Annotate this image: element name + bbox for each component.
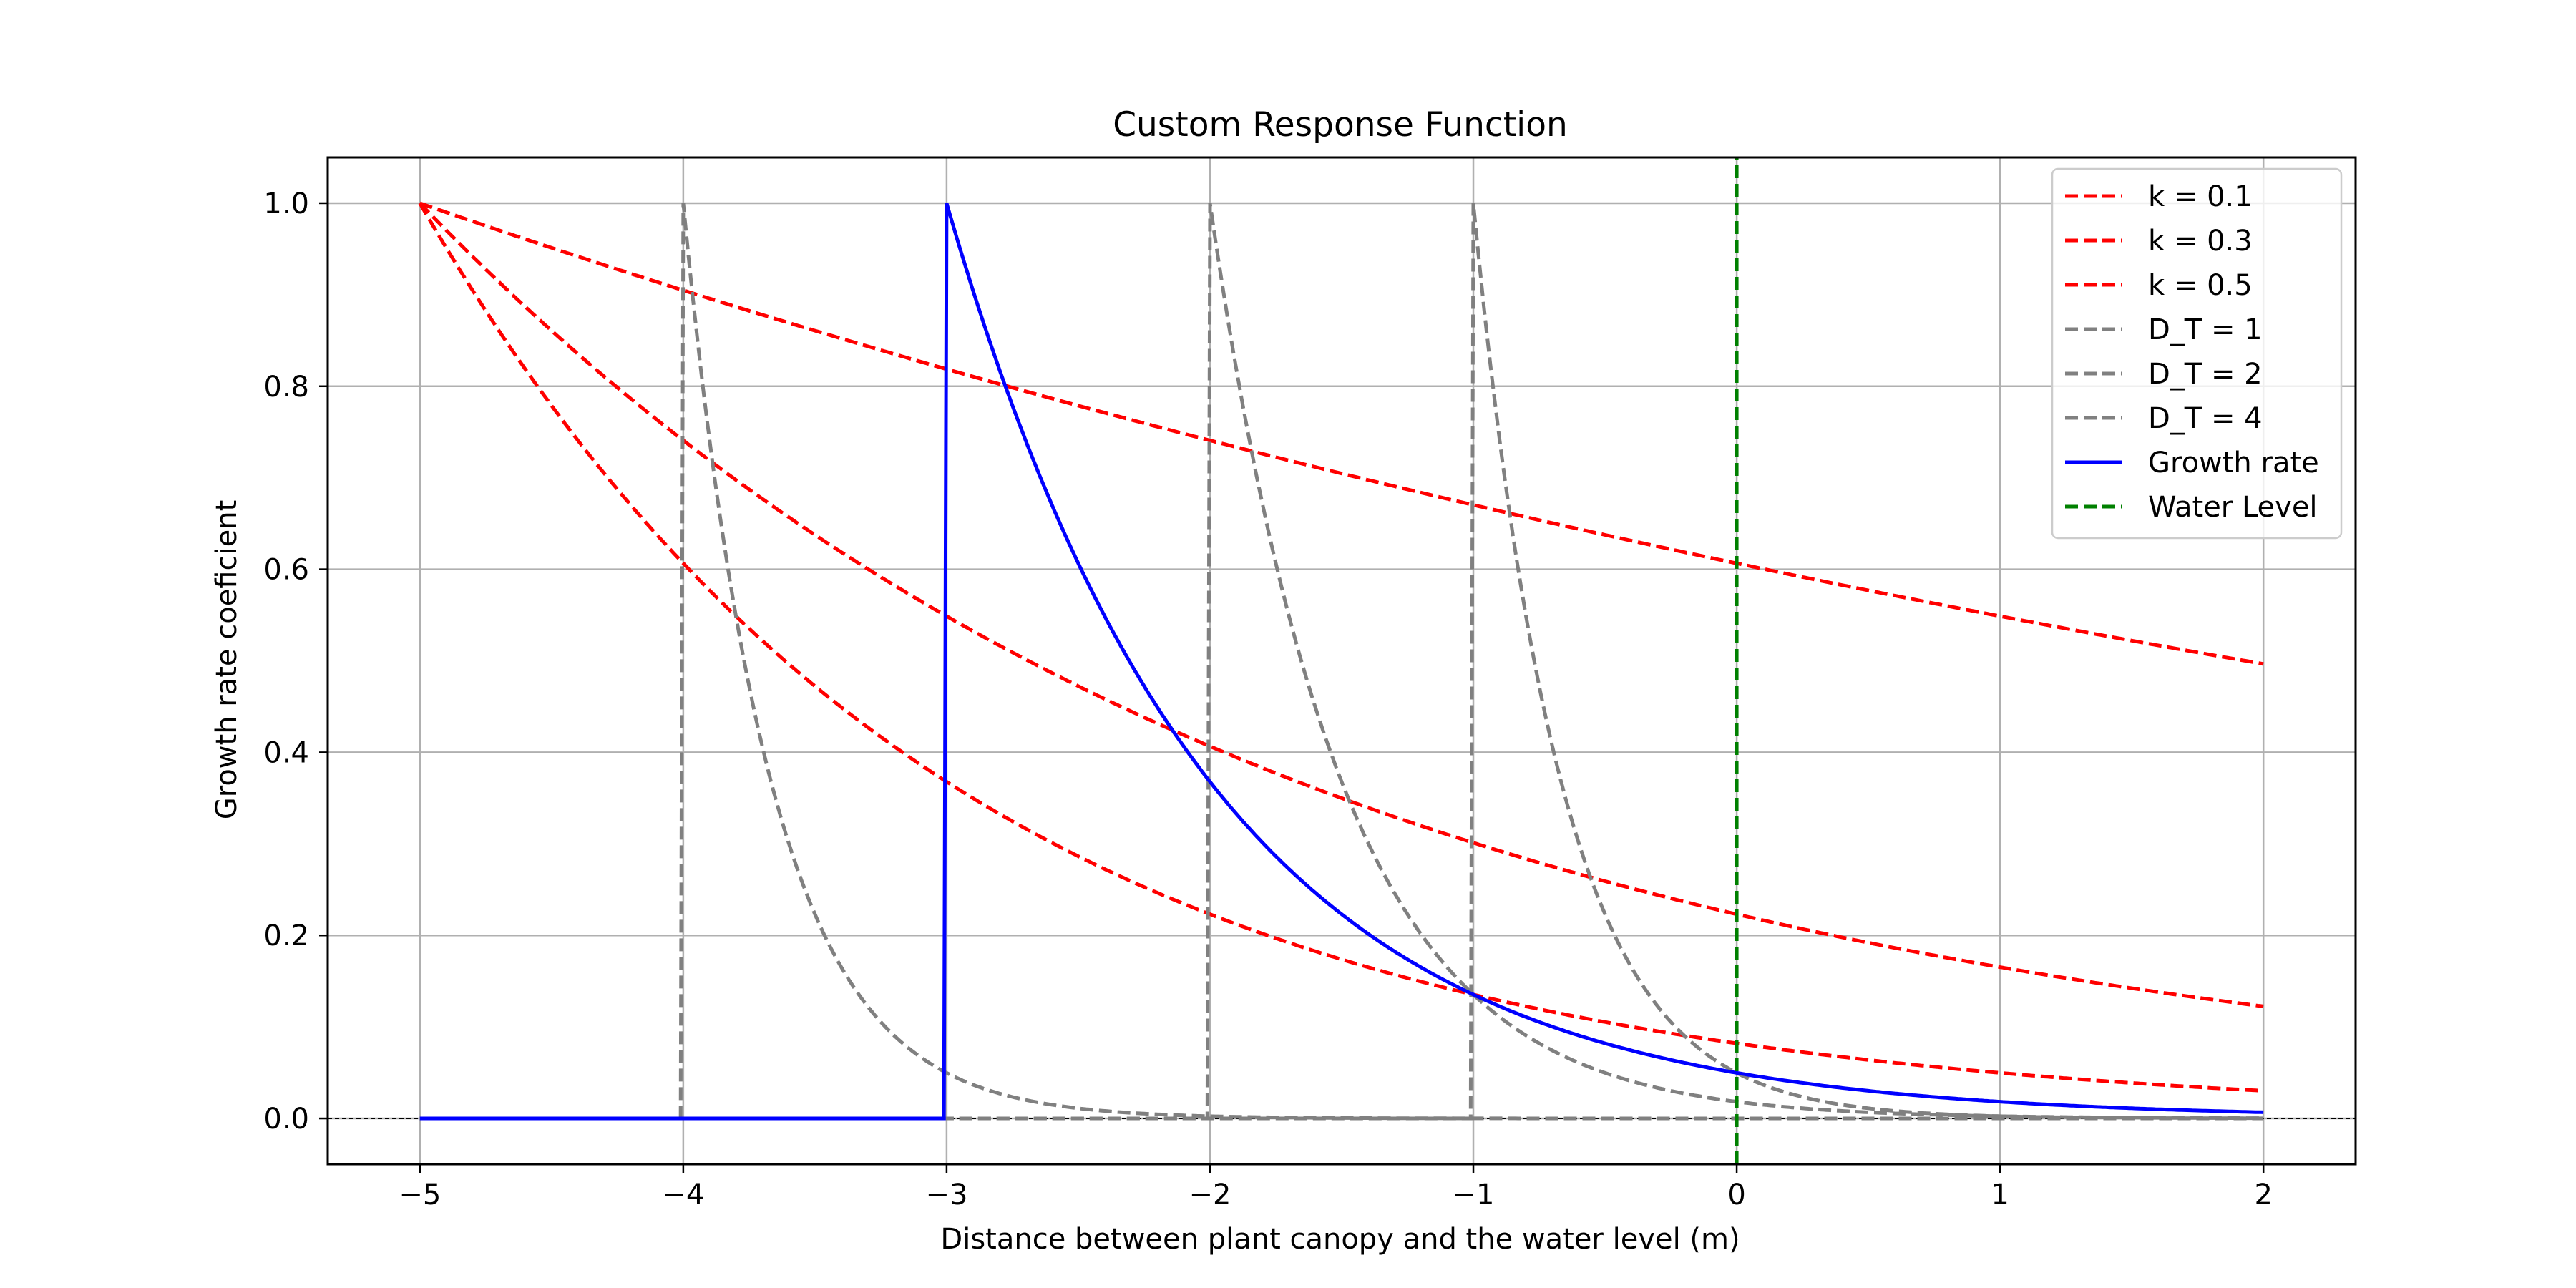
series-line-growth-rate	[419, 203, 2264, 1121]
y-tick-label: 0.4	[263, 736, 309, 769]
x-tick-label: 0	[1727, 1179, 1745, 1211]
legend-label-water-level: Water Level	[2148, 491, 2318, 524]
y-tick-label: 0.0	[263, 1103, 309, 1136]
legend-box	[2051, 167, 2343, 540]
x-axis-label: Distance between plant canopy and the wa…	[940, 1223, 1740, 1256]
legend-label-d-t-4: D_T = 4	[2148, 402, 2263, 435]
x-axis-ticks: −5 −4 −3 −2 −1 0 1 2	[399, 1164, 2273, 1211]
legend-label-d-t-2: D_T = 2	[2148, 358, 2263, 391]
legend-label-k-0-1: k = 0.1	[2148, 180, 2253, 213]
x-tick-label: −2	[1189, 1179, 1231, 1211]
y-tick-label: 1.0	[263, 187, 309, 220]
x-tick-label: −5	[399, 1179, 441, 1211]
x-tick-label: −1	[1453, 1179, 1495, 1211]
series-line-k-0-1	[419, 201, 2264, 666]
x-tick-label: −4	[662, 1179, 704, 1211]
chart-title: Custom Response Function	[1113, 105, 1568, 145]
x-tick-label: −3	[925, 1179, 967, 1211]
legend-label-k-0-3: k = 0.3	[2148, 225, 2253, 258]
x-tick-label: 2	[2254, 1179, 2272, 1211]
x-tick-label: 1	[1991, 1179, 2009, 1211]
plot-frame	[326, 156, 2357, 1166]
legend-label-d-t-1: D_T = 1	[2148, 313, 2263, 346]
y-axis-ticks: 0.0 0.2 0.4 0.6 0.8 1.0	[263, 187, 328, 1136]
y-tick-label: 0.2	[263, 919, 309, 952]
y-tick-label: 0.8	[263, 371, 309, 404]
plot-series	[418, 157, 2264, 1164]
legend-label-growth-rate: Growth rate	[2148, 447, 2319, 479]
legend: k = 0.1 k = 0.3 k = 0.5 D_T = 1 D_T = 2 D_T =…	[2051, 167, 2343, 540]
y-tick-label: 0.6	[263, 554, 309, 587]
y-axis-label: Growth rate coeficient	[210, 500, 243, 819]
series-line-k-0-5	[418, 202, 2264, 1093]
series-line-k-0-3	[419, 202, 2264, 1008]
series-line-d-t-4	[419, 203, 2264, 1121]
legend-label-k-0-5: k = 0.5	[2148, 269, 2253, 302]
